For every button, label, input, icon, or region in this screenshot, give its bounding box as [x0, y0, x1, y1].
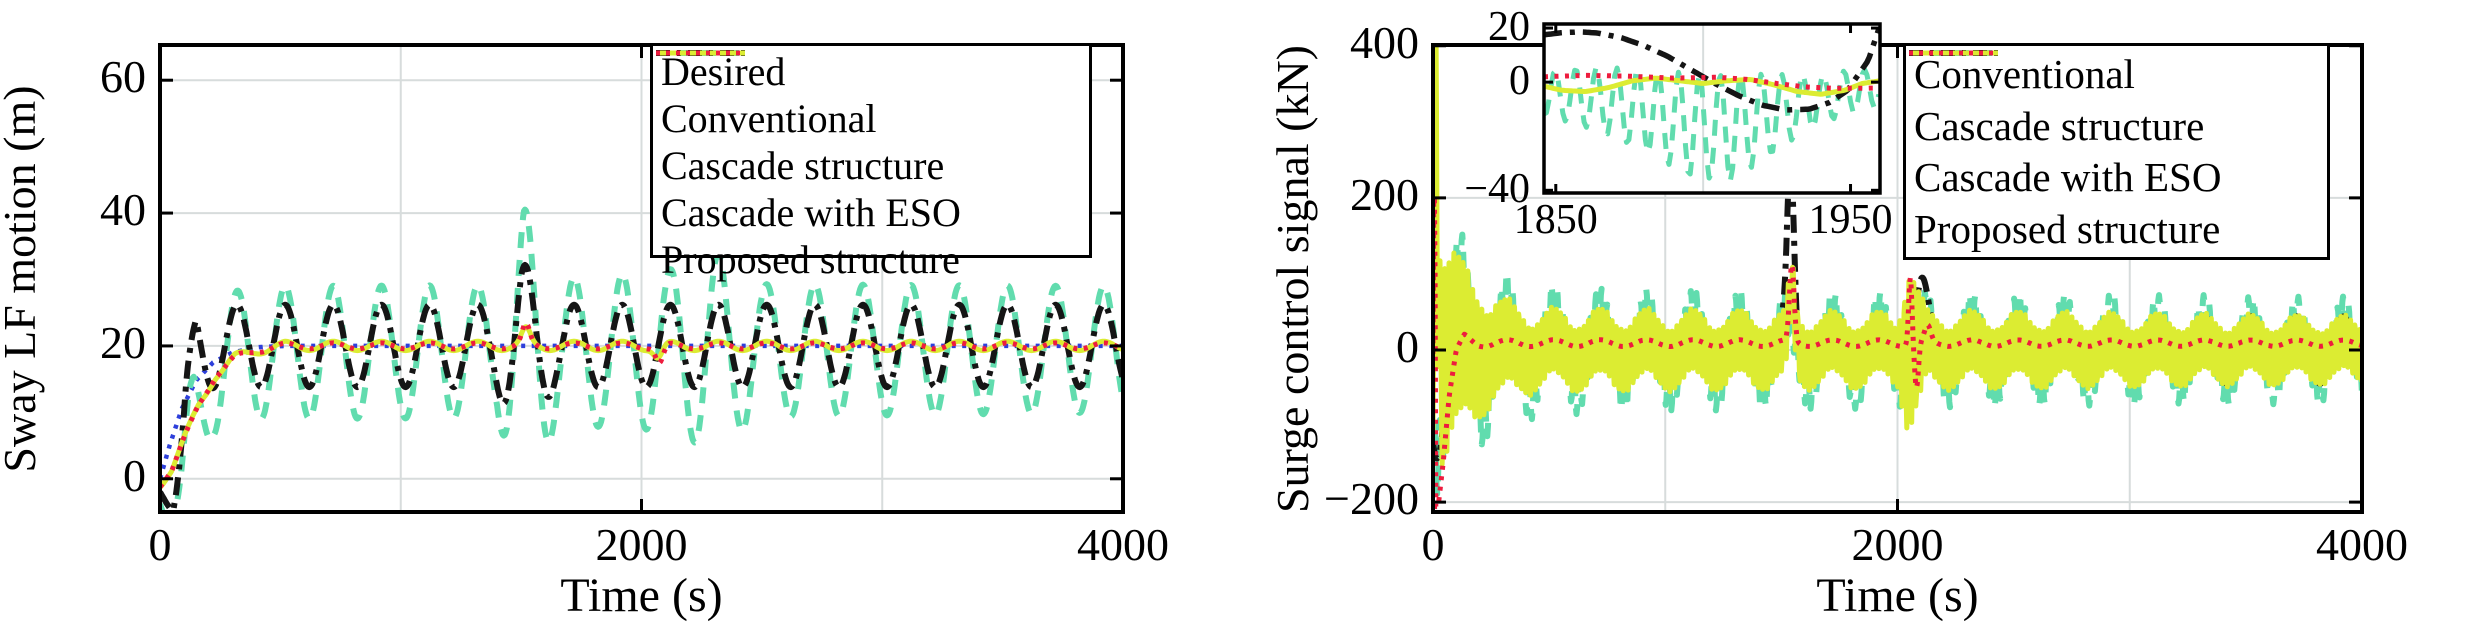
series-line-eso [1544, 75, 1880, 97]
legend-item-eso: Cascade with ESO [656, 50, 1081, 236]
legend-item-conventional: Conventional [656, 50, 1081, 142]
x-tick-label: 2000 [595, 519, 688, 570]
y-tick-label: 20 [100, 316, 146, 368]
y-tick-label: 40 [100, 184, 146, 236]
y-axis-title: Surge control signal (kN) [1267, 44, 1318, 513]
surge-control-signal-legend: Conventional Cascade structure Cascade wit… [1903, 43, 2330, 260]
y-tick-label: −200 [1324, 473, 1419, 525]
legend-item-proposed: Proposed structure [1909, 50, 2319, 253]
y-tick-label: 200 [1350, 168, 1419, 220]
surge-control-signal-group [1431, 43, 2364, 514]
x-tick-label: 1950 [1808, 197, 1893, 243]
legend-item-eso: Cascade with ESO [1909, 50, 2319, 201]
series-line-proposed [1544, 72, 1879, 91]
series-line-desired [160, 343, 1123, 480]
y-tick-label: 0 [1396, 320, 1419, 372]
y-tick-label: 400 [1350, 16, 1419, 68]
series-line-cascade [1544, 28, 1880, 113]
x-tick-label: 4000 [2316, 519, 2408, 570]
legend-label: Proposed structure [661, 237, 960, 282]
legend-line-sample-eso [656, 50, 745, 56]
series-line-eso [1433, 45, 2362, 467]
sway-lf-motion-group [158, 43, 1125, 514]
legend-item-cascade: Cascade structure [656, 50, 1081, 189]
legend-item-desired: Desired [656, 48, 1081, 95]
x-axis-title: Time (s) [1816, 569, 1979, 622]
legend-item-proposed: Proposed structure [656, 50, 1081, 283]
axes-border [1542, 22, 1882, 195]
y-tick-label: 0 [1509, 58, 1530, 105]
x-tick-label: 0 [1421, 519, 1445, 570]
sway-lf-motion-legend: Desired Conventional Cascade structure Casc… [650, 43, 1092, 282]
inset-background [1544, 24, 1880, 193]
legend-item-conventional: Conventional [1909, 50, 2319, 98]
legend-label: Proposed structure [1914, 206, 2221, 253]
x-tick-label: 0 [148, 519, 172, 570]
legend-line-sample-proposed [656, 50, 745, 56]
x-axis-title: Time (s) [560, 569, 723, 622]
y-tick-label: 20 [1488, 4, 1530, 51]
legend-label: Desired [661, 49, 786, 94]
x-tick-label: 2000 [1851, 519, 1944, 570]
y-tick-label: 0 [123, 449, 146, 501]
legend-label: Cascade with ESO [661, 190, 961, 235]
legend-label: Conventional [1914, 50, 2135, 97]
legend-item-cascade: Cascade structure [1909, 50, 2319, 150]
legend-line-sample-proposed [1909, 50, 1998, 56]
legend-line-sample-eso [1909, 50, 1998, 56]
series-line-cascade [160, 262, 1123, 512]
legend-label: Cascade with ESO [1914, 154, 2222, 201]
y-tick-label: −40 [1464, 166, 1530, 213]
series-line-proposed [1433, 195, 2362, 510]
series-line-proposed [160, 320, 1123, 489]
series-line-conventional [1544, 65, 1880, 184]
legend-label: Cascade structure [1914, 102, 2205, 149]
x-tick-label: 1850 [1513, 197, 1598, 243]
legend-label: Conventional [661, 96, 877, 141]
legend-label: Cascade structure [661, 143, 945, 188]
y-axis-title: Sway LF motion (m) [0, 84, 45, 473]
x-tick-label: 4000 [1077, 519, 1169, 570]
y-tick-label: 60 [100, 51, 146, 103]
surge-inset-zoom-group [1542, 22, 1882, 195]
